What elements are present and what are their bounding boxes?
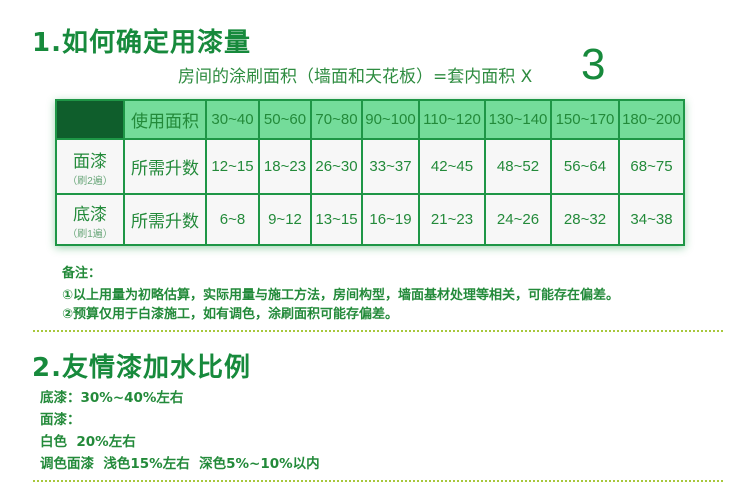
formula-text: 房间的涂刷面积（墙面和天花板）=套内面积 X [178,67,533,87]
table-row: 底漆 （刷1遍） 所需升数 6~8 9~12 13~15 16~19 21~23 … [55,193,685,246]
value-cell: 42~45 [418,138,486,195]
value-cell: 18~23 [258,138,312,195]
table-row: 面漆 （刷2遍） 所需升数 12~15 18~23 26~30 33~37 42~… [55,138,685,195]
corner-cell [55,99,125,140]
area-cell: 180~200 [618,99,685,140]
row-sub: （刷2遍） [67,175,113,187]
area-cell: 110~120 [418,99,486,140]
area-cell: 50~60 [258,99,312,140]
ratio-line: 白色 20%左右 [40,434,136,450]
section-1-title: 1.如何确定用漆量 [32,28,251,58]
value-cell: 24~26 [484,193,552,246]
note-item: ①以上用量为初略估算，实际用量与施工方法，房间构型，墙面基材处理等相关，可能存在… [62,288,620,303]
value-cell: 56~64 [550,138,620,195]
row-sub: （刷1遍） [67,228,113,240]
ratio-line: 底漆：30%~40%左右 [40,390,184,406]
value-cell: 26~30 [310,138,363,195]
row-label: 所需升数 [123,138,207,195]
value-cell: 34~38 [618,193,685,246]
row-label: 所需升数 [123,193,207,246]
table-header-row: 使用面积 30~40 50~60 70~80 90~100 110~120 13… [55,99,685,140]
value-cell: 21~23 [418,193,486,246]
row-name-cell: 面漆 （刷2遍） [55,138,125,195]
value-cell: 13~15 [310,193,363,246]
value-cell: 6~8 [205,193,260,246]
row-name: 底漆 [73,204,107,224]
paint-usage-table: 使用面积 30~40 50~60 70~80 90~100 110~120 13… [55,99,685,246]
area-cell: 130~140 [484,99,552,140]
formula-multiplier: 3 [581,40,606,89]
value-cell: 28~32 [550,193,620,246]
area-cell: 90~100 [361,99,420,140]
area-cell: 70~80 [310,99,363,140]
section-2-title: 2.友情漆加水比例 [32,353,251,383]
notes-title: 备注： [62,266,102,281]
divider [33,330,723,332]
ratio-line: 面漆： [40,412,81,428]
note-item: ②预算仅用于白漆施工，如有调色，涂刷面积可能存偏差。 [62,307,399,322]
value-cell: 68~75 [618,138,685,195]
value-cell: 9~12 [258,193,312,246]
divider [33,480,723,482]
ratio-line: 调色面漆 浅色15%左右 深色5%~10%以内 [40,456,320,472]
value-cell: 33~37 [361,138,420,195]
value-cell: 12~15 [205,138,260,195]
row-name: 面漆 [73,151,107,171]
area-cell: 30~40 [205,99,260,140]
area-cell: 150~170 [550,99,620,140]
row-name-cell: 底漆 （刷1遍） [55,193,125,246]
value-cell: 48~52 [484,138,552,195]
header-label: 使用面积 [123,99,207,140]
value-cell: 16~19 [361,193,420,246]
